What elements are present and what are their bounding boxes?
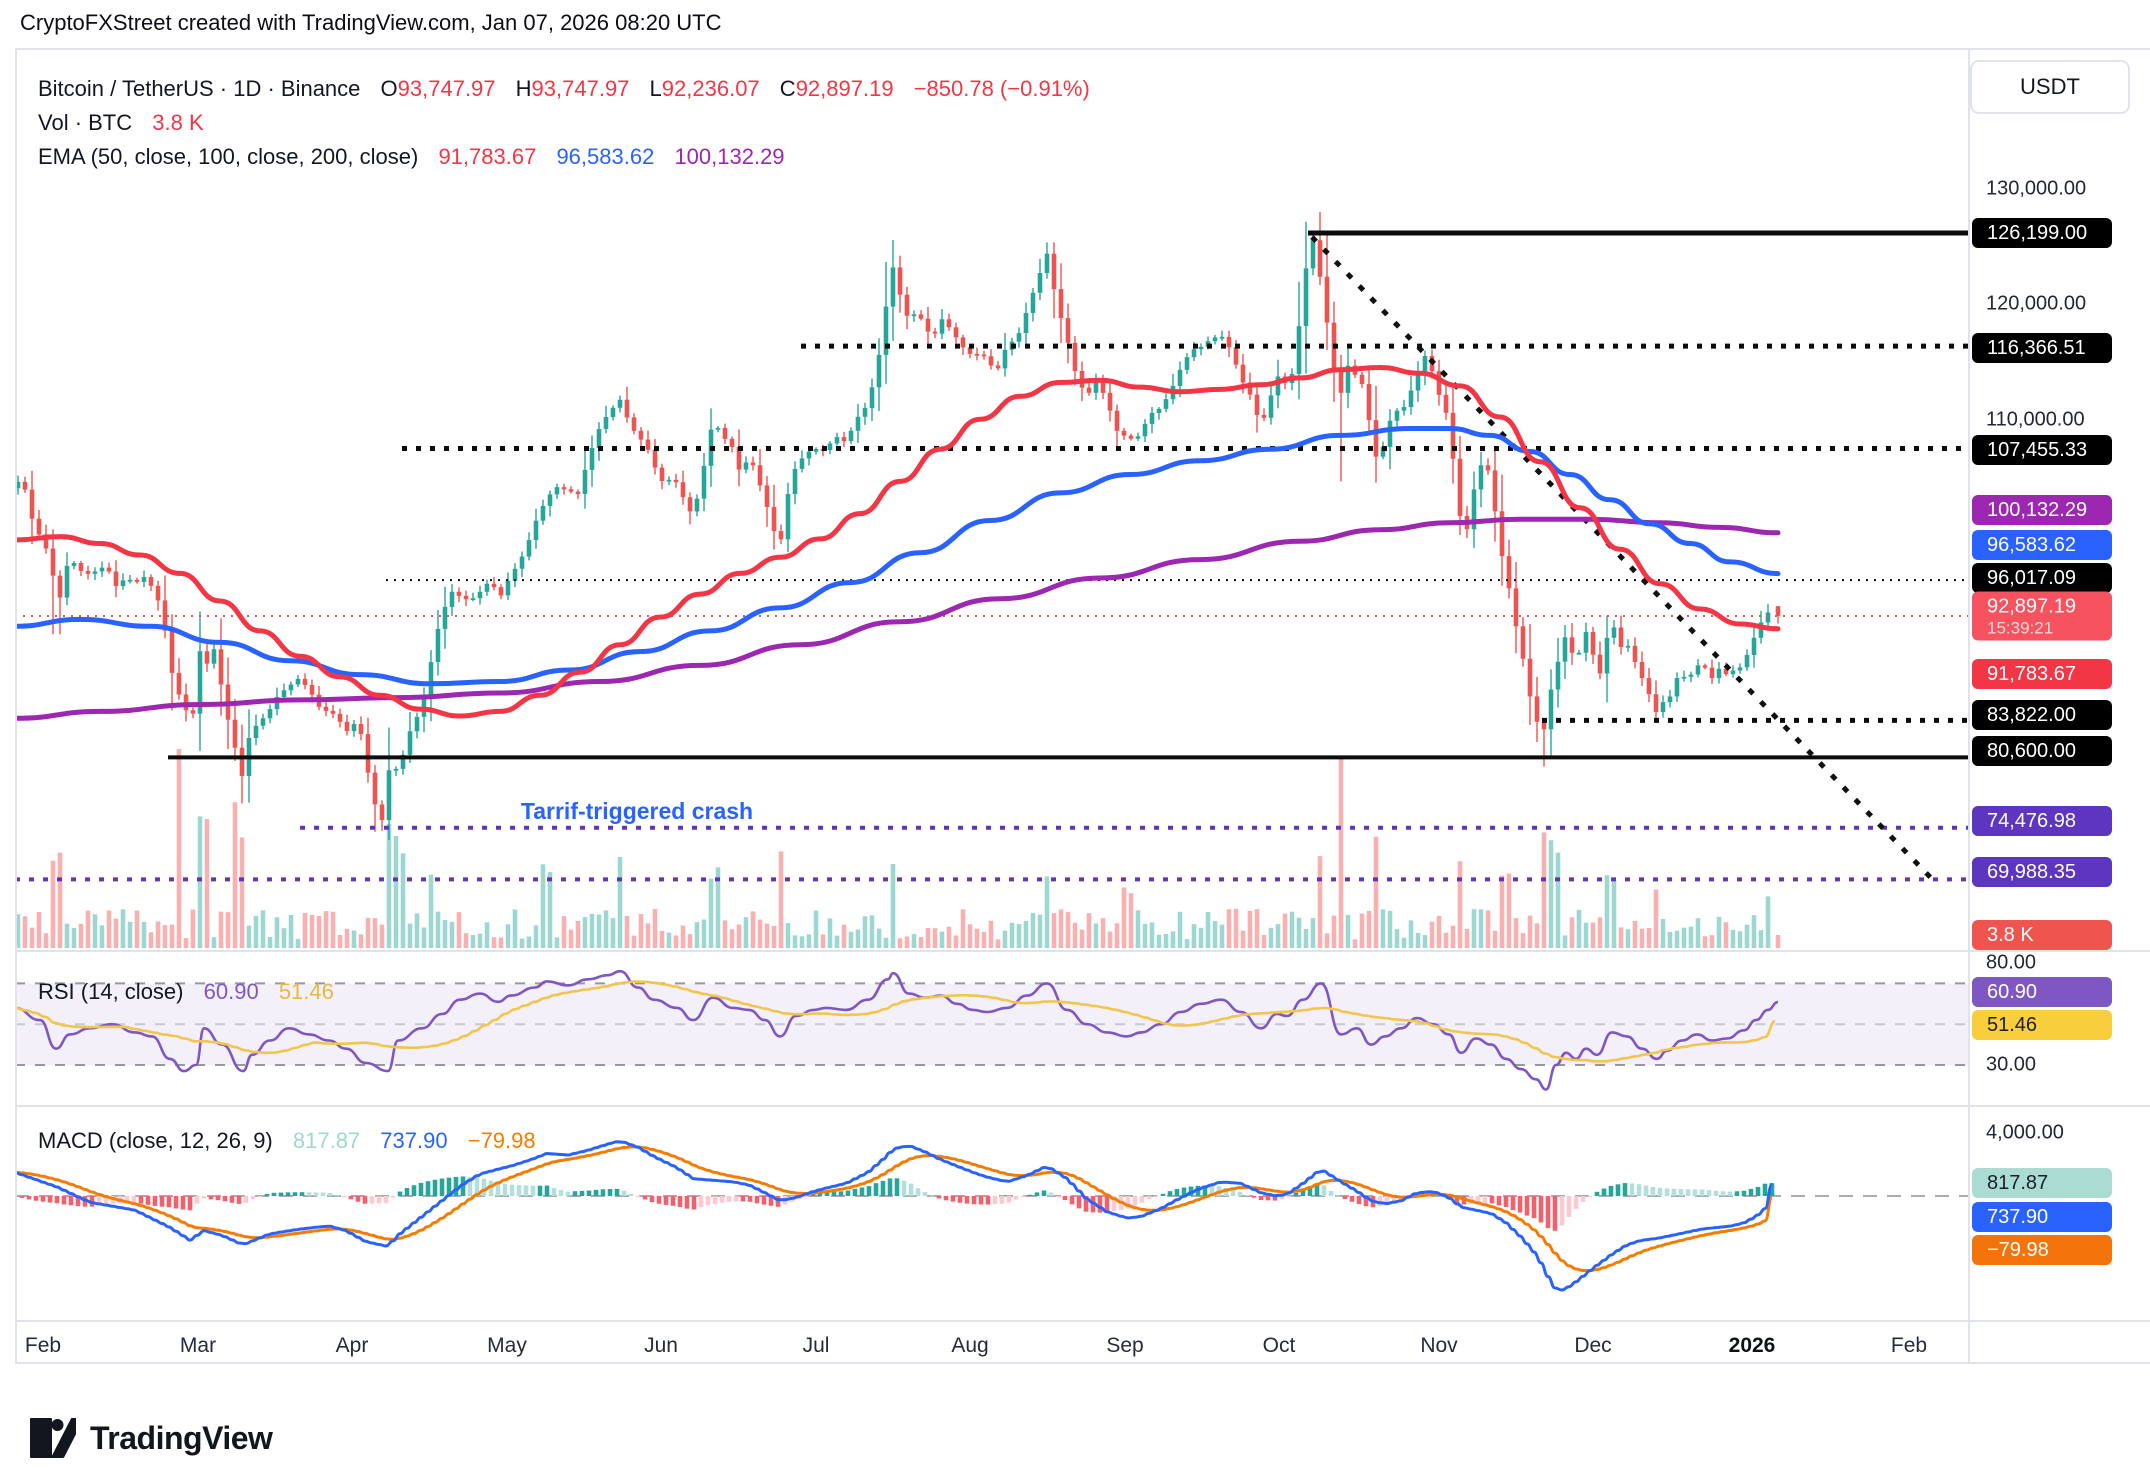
time-axis-label: Mar — [179, 1334, 217, 1357]
price-scale-badge: 96,583.62 — [1972, 530, 2112, 560]
time-axis-label: Aug — [951, 1334, 989, 1357]
pane-separator-main-rsi[interactable] — [15, 950, 2150, 952]
change-value: −850.78 (−0.91%) — [913, 76, 1090, 101]
price-scale-badge: 737.90 — [1972, 1202, 2112, 1232]
tradingview-logo-icon — [30, 1418, 76, 1458]
price-scale-badge: 3.8 K — [1972, 920, 2112, 950]
footer-brand[interactable]: TradingView — [30, 1418, 273, 1458]
time-axis[interactable] — [0, 1321, 2150, 1363]
open-value: 93,747.97 — [397, 76, 496, 101]
time-axis-label: Feb — [24, 1334, 62, 1357]
macd-signal-value: −79.98 — [467, 1128, 536, 1153]
volume-value: 3.8 K — [152, 110, 204, 135]
rsi-ma-value: 51.46 — [278, 979, 334, 1004]
price-scale-badge: 60.90 — [1972, 977, 2112, 1007]
countdown-timer: 15:39:21 — [1987, 618, 2054, 638]
chart-annotation: Tarrif-triggered crash — [520, 798, 754, 824]
price-scale-badge: 126,199.00 — [1972, 218, 2112, 248]
time-axis-separator — [15, 1320, 2150, 1322]
ema100-value: 96,583.62 — [556, 144, 655, 169]
time-axis-label: Feb — [1890, 1334, 1928, 1357]
price-scale-separator[interactable] — [1968, 48, 1970, 1363]
rsi-legend: RSI (14, close) 60.90 51.46 — [38, 979, 334, 1004]
price-scale-badge: 107,455.33 — [1972, 435, 2112, 465]
ema50-value: 91,783.67 — [438, 144, 537, 169]
price-scale-badge: 116,366.51 — [1972, 333, 2112, 363]
price-scale-label: 30.00 — [1986, 1053, 2037, 1076]
macd-hist-value: 817.87 — [292, 1128, 361, 1153]
price-scale-badge: 51.46 — [1972, 1010, 2112, 1040]
ema-legend: EMA (50, close, 100, close, 200, close) … — [38, 144, 785, 169]
price-scale-badge: 74,476.98 — [1972, 806, 2112, 836]
time-axis-label: Oct — [1262, 1334, 1296, 1357]
price-scale-badge: 92,897.19 15:39:21 — [1972, 591, 2112, 641]
high-value: 93,747.97 — [531, 76, 630, 101]
chart-bottom-border — [15, 1362, 2150, 1364]
time-axis-label: Nov — [1420, 1334, 1458, 1357]
macd-value: 737.90 — [380, 1128, 448, 1153]
low-value: 92,236.07 — [661, 76, 760, 101]
time-axis-label: May — [487, 1334, 527, 1357]
macd-legend: MACD (close, 12, 26, 9) 817.87 737.90 −7… — [38, 1128, 536, 1153]
symbol-legend: Bitcoin / TetherUS · 1D · Binance O93,74… — [38, 76, 1090, 101]
price-scale-badge: 80,600.00 — [1972, 736, 2112, 766]
symbol-title: Bitcoin / TetherUS · 1D · Binance — [38, 76, 361, 101]
price-scale-label: 130,000.00 — [1986, 177, 2087, 200]
attribution-header: CryptoFXStreet created with TradingView.… — [20, 10, 722, 35]
close-value: 92,897.19 — [795, 76, 894, 101]
price-scale-badge: 83,822.00 — [1972, 700, 2112, 730]
time-axis-label: Sep — [1106, 1334, 1144, 1357]
price-scale-label: 80.00 — [1986, 951, 2037, 974]
time-axis-label: 2026 — [1728, 1334, 1776, 1357]
price-scale-badge: 69,988.35 — [1972, 857, 2112, 887]
rsi-value: 60.90 — [203, 979, 259, 1004]
currency-unit-button[interactable]: USDT — [1970, 60, 2130, 114]
ema200-value: 100,132.29 — [674, 144, 785, 169]
chart-top-border — [15, 48, 2150, 50]
price-scale-label: 120,000.00 — [1986, 292, 2087, 315]
price-scale-badge: −79.98 — [1972, 1235, 2112, 1265]
price-scale-label: 4,000.00 — [1986, 1121, 2064, 1144]
volume-legend: Vol · BTC 3.8 K — [38, 110, 204, 135]
price-scale-badge: 817.87 — [1972, 1168, 2112, 1198]
price-scale-badge: 100,132.29 — [1972, 495, 2112, 525]
time-axis-label: Jul — [802, 1334, 830, 1357]
time-axis-label: Jun — [644, 1334, 678, 1357]
chart-left-border — [15, 48, 17, 1363]
price-scale-badge: 96,017.09 — [1972, 563, 2112, 593]
price-scale-label: 110,000.00 — [1986, 408, 2085, 431]
price-scale-badge: 91,783.67 — [1972, 659, 2112, 689]
time-axis-label: Dec — [1574, 1334, 1612, 1357]
time-axis-label: Apr — [335, 1334, 369, 1357]
pane-separator-rsi-macd[interactable] — [15, 1105, 2150, 1107]
